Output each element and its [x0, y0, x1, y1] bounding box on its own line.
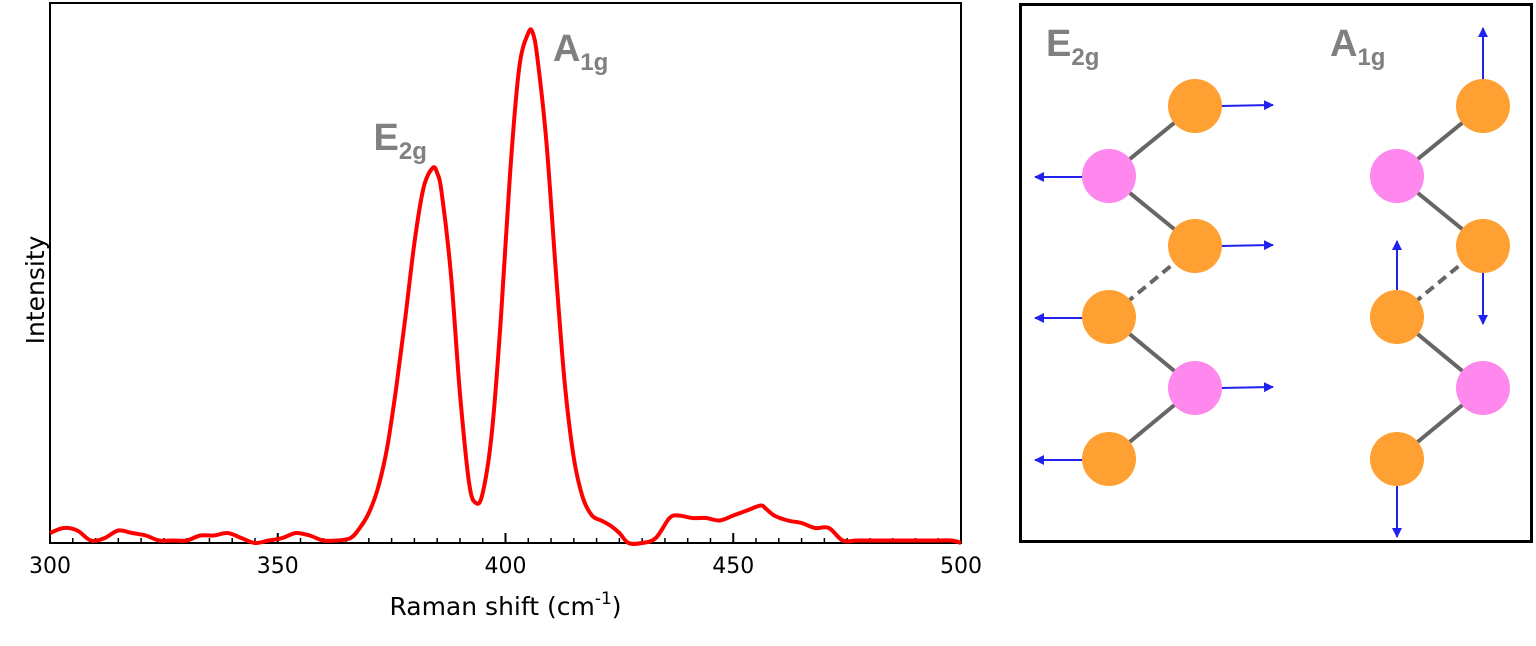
chalcogen-atom [1168, 361, 1222, 415]
peak-label: E2g [374, 117, 427, 165]
y-axis-label: Intensity [21, 235, 50, 344]
chart-plot: 300 350 400 450 500 Raman shift (cm-1) Intensi… [21, 2, 982, 621]
metal-atom [1370, 290, 1424, 344]
mode-title: A1g [1330, 23, 1385, 71]
mode-title: E2g [1046, 23, 1099, 71]
diagram-content: E2g A1g [1034, 23, 1510, 538]
metal-atom [1456, 79, 1510, 133]
metal-atom [1456, 219, 1510, 273]
metal-atom [1082, 290, 1136, 344]
vibration-mode-panel: E2g A1g [1019, 3, 1533, 543]
displacement-arrow [1220, 240, 1274, 251]
vibration-mode-diagram: E2g A1g [1034, 23, 1510, 538]
displacement-arrow [1220, 382, 1274, 393]
metal-atom [1370, 432, 1424, 486]
chalcogen-atom [1370, 149, 1424, 203]
raman-chart: 300 350 400 450 500 Raman shift (cm-1) Intensi… [21, 2, 982, 621]
x-tick-label: 400 [485, 554, 527, 579]
mode-structure [1034, 79, 1274, 486]
x-tick-label: 500 [940, 554, 982, 579]
chalcogen-atom [1082, 149, 1136, 203]
x-tick-label: 450 [712, 554, 754, 579]
x-tick-label: 350 [257, 554, 299, 579]
mode-structure [1370, 27, 1510, 538]
x-tick-label: 300 [29, 554, 71, 579]
metal-atom [1168, 79, 1222, 133]
raman-spectrum-line [49, 27, 962, 546]
displacement-arrow [1220, 100, 1274, 111]
chalcogen-atom [1456, 361, 1510, 415]
peak-label: A1g [553, 28, 608, 76]
metal-atom [1082, 432, 1136, 486]
metal-atom [1168, 219, 1222, 273]
x-axis-label: Raman shift (cm-1) [389, 589, 621, 621]
